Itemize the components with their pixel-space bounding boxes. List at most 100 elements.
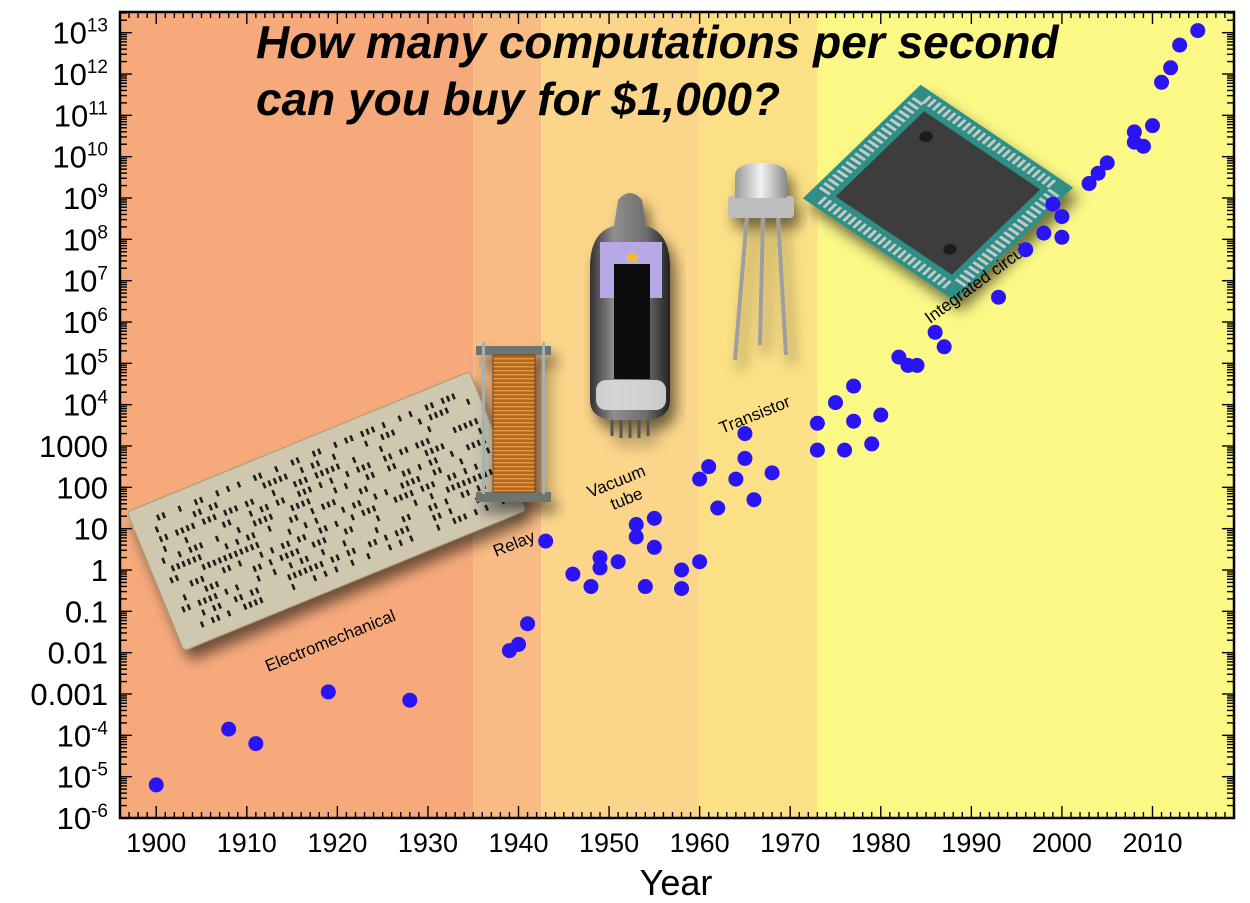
x-tick-label: 1940: [488, 828, 548, 858]
data-point: [1190, 23, 1206, 39]
y-tick-label: 104: [63, 388, 108, 423]
punch-card-holes: [154, 393, 511, 628]
era-bands: [120, 12, 1234, 818]
data-point: [1018, 242, 1034, 258]
x-tick-label: 1930: [398, 828, 458, 858]
y-tick-label: 1013: [52, 16, 108, 51]
data-point: [148, 777, 164, 793]
x-tick-label: 2000: [1032, 828, 1092, 858]
data-point: [221, 721, 237, 737]
data-point: [936, 339, 952, 355]
data-point: [1099, 155, 1115, 171]
data-point: [1154, 74, 1170, 90]
data-point: [1054, 209, 1070, 225]
y-tick-label: 105: [63, 346, 108, 381]
data-point: [402, 692, 418, 708]
data-point: [1163, 60, 1179, 76]
y-tick-label: 10: [74, 512, 108, 547]
data-point: [565, 566, 581, 582]
data-point: [737, 426, 753, 442]
x-tick-label: 1980: [851, 828, 911, 858]
data-point: [701, 459, 717, 475]
data-point: [1054, 229, 1070, 245]
data-point: [637, 579, 653, 595]
y-tick-label: 107: [63, 264, 108, 299]
chart-title: How many computations per second can you…: [256, 16, 1059, 125]
data-point: [674, 562, 690, 578]
x-axis-tick-labels: 1900 1910 1920 1930 1940 1950 1960 1970 1980 1990…: [126, 828, 1182, 858]
data-point: [846, 378, 862, 394]
data-point: [674, 581, 690, 597]
data-point: [864, 436, 880, 452]
data-point: [320, 684, 336, 700]
data-point: [746, 492, 762, 508]
x-tick-label: 1900: [126, 828, 186, 858]
data-point: [692, 554, 708, 570]
ic-pins: [817, 95, 1060, 289]
transistor-picture: [728, 163, 794, 361]
y-axis-tick-labels: 10-6 10-5 10-4 0.001 0.01 0.1 1 10 100 1000 104 105…: [30, 16, 108, 836]
plot-frame: [118, 10, 1236, 820]
x-tick-label: 2010: [1122, 828, 1182, 858]
data-point: [927, 324, 943, 340]
data-point: [809, 415, 825, 431]
data-point: [248, 736, 264, 752]
vacuum-tube-picture: [590, 193, 670, 438]
data-points: [148, 23, 1206, 793]
chart-title-line-2: can you buy for $1,000?: [256, 73, 780, 125]
data-point: [873, 407, 889, 423]
y-tick-label: 0.001: [30, 677, 108, 712]
x-tick-label: 1920: [307, 828, 367, 858]
y-tick-label: 1011: [54, 98, 108, 133]
x-tick-label: 1950: [579, 828, 639, 858]
data-point: [1045, 196, 1061, 212]
data-point: [646, 539, 662, 555]
data-point: [592, 560, 608, 576]
data-point: [692, 471, 708, 487]
x-tick-label: 1970: [760, 828, 820, 858]
data-point: [628, 529, 644, 545]
data-point: [710, 500, 726, 516]
data-point: [827, 395, 843, 411]
data-point: [1144, 118, 1160, 134]
data-point: [1126, 124, 1142, 140]
y-tick-label: 0.1: [65, 594, 108, 629]
y-tick-label: 1000: [39, 429, 108, 464]
data-point: [764, 465, 780, 481]
data-point: [1090, 165, 1106, 181]
data-point: [646, 510, 662, 526]
y-tick-label: 0.01: [48, 636, 108, 671]
relay-picture: [476, 342, 551, 502]
y-tick-label: 106: [63, 305, 108, 340]
data-point: [909, 357, 925, 373]
data-point: [809, 442, 825, 458]
chart-title-line-1: How many computations per second: [256, 16, 1059, 68]
y-tick-label: 1012: [52, 57, 108, 92]
data-point: [991, 289, 1007, 305]
y-tick-label: 1: [91, 553, 108, 588]
y-tick-label: 10-6: [57, 801, 108, 836]
y-tick-label: 1010: [52, 140, 108, 175]
x-tick-label: 1960: [670, 828, 730, 858]
data-point: [1036, 225, 1052, 241]
y-tick-label: 109: [63, 181, 108, 216]
x-tick-label: 1990: [941, 828, 1001, 858]
x-axis-title: Year: [640, 862, 713, 903]
y-tick-label: 10-5: [57, 760, 108, 795]
x-tick-label: 1910: [217, 828, 277, 858]
data-point: [628, 517, 644, 533]
y-tick-label: 100: [56, 470, 108, 505]
data-point: [511, 636, 527, 652]
punch-card-picture: [127, 372, 526, 651]
data-point: [1172, 37, 1188, 53]
data-point: [1135, 138, 1151, 154]
data-point: [520, 616, 536, 632]
data-point: [837, 442, 853, 458]
integrated-circuit-picture: [802, 84, 1074, 302]
data-point: [728, 471, 744, 487]
era-band-3: [699, 12, 818, 818]
data-point: [610, 554, 626, 570]
data-point: [737, 450, 753, 466]
data-point: [846, 413, 862, 429]
